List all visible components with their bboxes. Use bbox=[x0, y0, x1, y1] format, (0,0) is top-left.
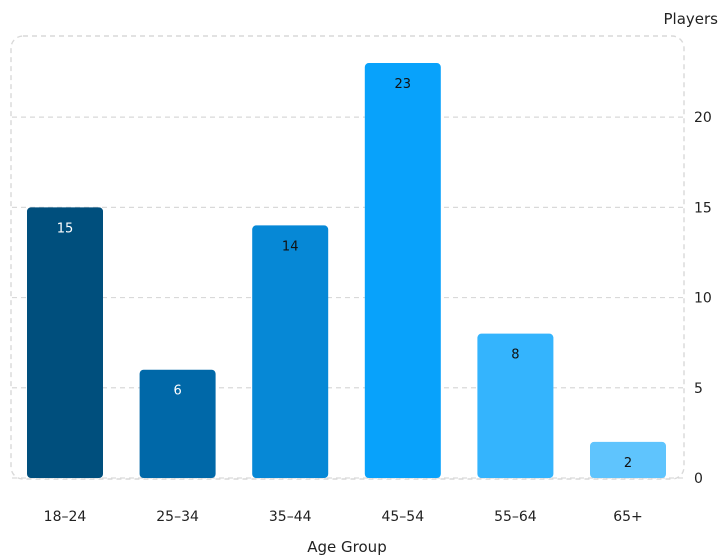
bar-45–54 bbox=[364, 63, 441, 479]
x-tick-label-25–34: 25–34 bbox=[156, 509, 199, 525]
x-tick-label-45–54: 45–54 bbox=[381, 509, 424, 525]
value-label-45–54: 23 bbox=[395, 77, 412, 92]
value-label-18–24: 15 bbox=[57, 221, 74, 236]
x-tick-label-35–44: 35–44 bbox=[269, 509, 312, 525]
bar-25–34 bbox=[139, 369, 216, 478]
value-label-65+: 2 bbox=[624, 456, 632, 471]
bar-18–24 bbox=[27, 207, 103, 479]
plot-frame bbox=[10, 35, 685, 480]
bar-55–64 bbox=[477, 333, 554, 478]
y-tick-label-0: 0 bbox=[694, 471, 703, 487]
bar-65+ bbox=[590, 441, 666, 478]
x-tick-label-18–24: 18–24 bbox=[44, 509, 87, 525]
x-axis-title: Age Group bbox=[307, 538, 386, 556]
value-label-35–44: 14 bbox=[282, 239, 299, 254]
y-tick-label-10: 10 bbox=[694, 291, 712, 307]
y-axis-title: Players bbox=[664, 10, 718, 28]
y-tick-label-15: 15 bbox=[694, 200, 712, 216]
x-tick-label-65+: 65+ bbox=[613, 509, 643, 525]
value-label-25–34: 6 bbox=[173, 384, 181, 399]
x-tick-label-55–64: 55–64 bbox=[494, 509, 537, 525]
value-label-55–64: 8 bbox=[511, 348, 519, 363]
bars bbox=[27, 63, 666, 479]
y-axis-tick-labels: 0 5 10 15 20 bbox=[694, 110, 712, 487]
value-labels: 15 6 14 23 8 2 bbox=[57, 77, 632, 471]
bar-35–44 bbox=[252, 225, 329, 478]
y-tick-label-20: 20 bbox=[694, 110, 712, 126]
y-tick-label-5: 5 bbox=[694, 381, 703, 397]
x-axis-tick-labels: 18–24 25–34 35–44 45–54 55–64 65+ bbox=[44, 509, 643, 525]
gridlines bbox=[12, 116, 684, 479]
